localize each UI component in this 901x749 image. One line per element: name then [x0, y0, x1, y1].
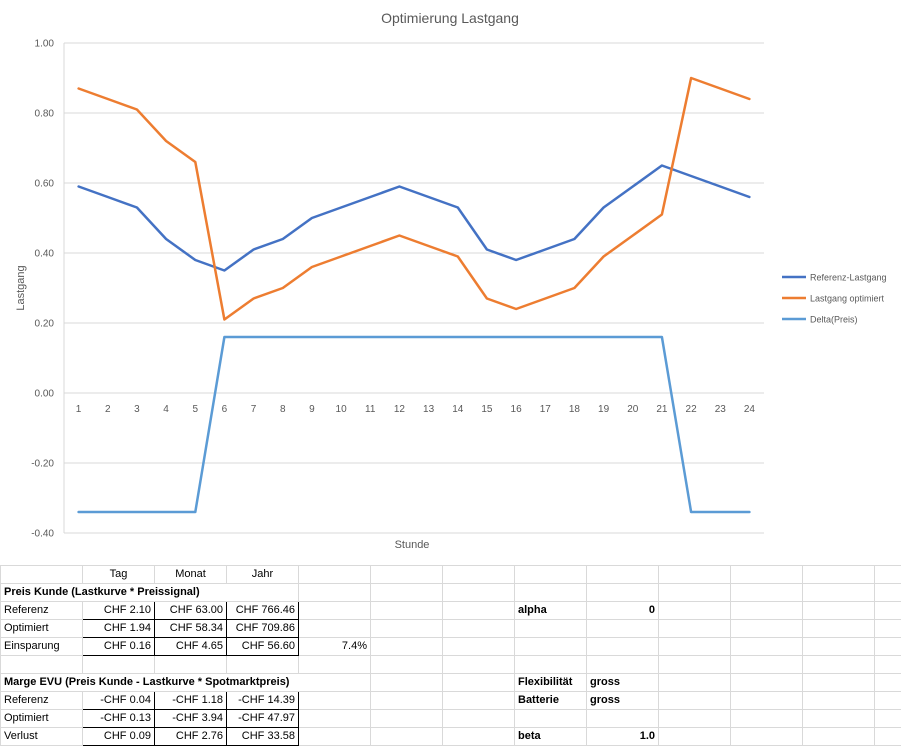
cell-value: CHF 0.16 — [82, 637, 155, 656]
x-tick-label: 17 — [540, 404, 552, 415]
x-tick-label: 20 — [627, 404, 639, 415]
table-row: Optimiert CHF 1.94 CHF 58.34 CHF 709.86 — [0, 619, 901, 638]
series-line — [77, 76, 751, 321]
cell-value: -CHF 0.13 — [82, 709, 155, 728]
row-label: Optimiert — [0, 619, 83, 638]
header-monat: Monat — [154, 565, 227, 584]
beta-label: beta — [514, 727, 587, 746]
flexibilitaet-label: Flexibilität — [514, 673, 587, 692]
savings-percent: 7.4% — [298, 637, 371, 656]
series-lines — [77, 76, 751, 514]
line-chart: Optimierung Lastgang -0.40 -0.20 0.00 0.20 0… — [0, 0, 901, 565]
x-tick-label: 1 — [76, 404, 82, 415]
series-line — [77, 164, 751, 272]
x-tick-label: 16 — [511, 404, 523, 415]
x-tick-label: 22 — [686, 404, 698, 415]
x-tick-label: 14 — [452, 404, 464, 415]
gridlines — [63, 42, 764, 534]
series-line — [77, 335, 751, 514]
x-tick-label: 4 — [163, 404, 169, 415]
cell-value: -CHF 47.97 — [226, 709, 299, 728]
y-axis-ticks: -0.40 -0.20 0.00 0.20 0.40 0.60 0.80 1.00 — [31, 39, 54, 540]
cell-value: CHF 709.86 — [226, 619, 299, 638]
cell-value: CHF 766.46 — [226, 601, 299, 620]
x-tick-label: 5 — [192, 404, 198, 415]
y-tick-label: -0.20 — [31, 459, 54, 470]
cell-value: CHF 4.65 — [154, 637, 227, 656]
x-tick-label: 19 — [598, 404, 610, 415]
cell-value: -CHF 1.18 — [154, 691, 227, 710]
y-tick-label: 1.00 — [35, 39, 55, 50]
x-axis-label: Stunde — [395, 539, 430, 551]
cell-value: CHF 2.10 — [82, 601, 155, 620]
cell-value: CHF 0.09 — [82, 727, 155, 746]
cell-value: -CHF 3.94 — [154, 709, 227, 728]
row-label: Einsparung — [0, 637, 83, 656]
y-tick-label: 0.80 — [35, 109, 55, 120]
row-label: Optimiert — [0, 709, 83, 728]
legend: Referenz-Lastgang Lastgang optimiert Delta… — [782, 273, 887, 325]
cell-value: CHF 58.34 — [154, 619, 227, 638]
legend-entry: Lastgang optimiert — [810, 294, 885, 304]
beta-value: 1.0 — [586, 727, 659, 746]
y-tick-label: 0.60 — [35, 179, 55, 190]
x-axis-ticks: 1 2 3 4 5 6 7 8 9 10 11 12 13 14 15 16 17 18 19 20 21 22 23 24 — [76, 404, 756, 415]
header-jahr: Jahr — [226, 565, 299, 584]
spreadsheet: Tag Monat Jahr Preis Kunde (Lastkurve * … — [0, 565, 901, 746]
marge-evu-title: Marge EVU (Preis Kunde - Lastkurve * Spo… — [0, 673, 289, 692]
cell-value: CHF 1.94 — [82, 619, 155, 638]
x-tick-label: 6 — [222, 404, 228, 415]
alpha-value: 0 — [586, 601, 659, 620]
y-tick-label: 0.00 — [35, 389, 55, 400]
table-row: Verlust CHF 0.09 CHF 2.76 CHF 33.58 beta… — [0, 727, 901, 746]
y-tick-label: 0.40 — [35, 249, 55, 260]
table-row — [0, 655, 901, 674]
alpha-label: alpha — [514, 601, 587, 620]
table-row: Tag Monat Jahr — [0, 565, 901, 584]
x-tick-label: 21 — [656, 404, 668, 415]
x-tick-label: 24 — [744, 404, 756, 415]
x-tick-label: 8 — [280, 404, 286, 415]
cell-value: CHF 63.00 — [154, 601, 227, 620]
legend-entry: Referenz-Lastgang — [810, 273, 887, 283]
legend-entry: Delta(Preis) — [810, 315, 858, 325]
table-row: Marge EVU (Preis Kunde - Lastkurve * Spo… — [0, 673, 901, 692]
row-label: Verlust — [0, 727, 83, 746]
flexibilitaet-value: gross — [586, 673, 659, 692]
batterie-label: Batterie — [514, 691, 587, 710]
batterie-value: gross — [586, 691, 659, 710]
x-tick-label: 9 — [309, 404, 315, 415]
table-row: Referenz CHF 2.10 CHF 63.00 CHF 766.46 a… — [0, 601, 901, 620]
x-tick-label: 15 — [481, 404, 493, 415]
cell-value: -CHF 0.04 — [82, 691, 155, 710]
x-tick-label: 2 — [105, 404, 111, 415]
x-tick-label: 13 — [423, 404, 435, 415]
x-tick-label: 3 — [134, 404, 140, 415]
table-row: Referenz -CHF 0.04 -CHF 1.18 -CHF 14.39 … — [0, 691, 901, 710]
x-tick-label: 10 — [336, 404, 348, 415]
preis-kunde-title: Preis Kunde (Lastkurve * Preissignal) — [0, 583, 200, 602]
cell-value: CHF 33.58 — [226, 727, 299, 746]
table-row: Optimiert -CHF 0.13 -CHF 3.94 -CHF 47.97 — [0, 709, 901, 728]
y-axis-label: Lastgang — [15, 265, 27, 310]
table-row: Preis Kunde (Lastkurve * Preissignal) — [0, 583, 901, 602]
cell-value: CHF 56.60 — [226, 637, 299, 656]
chart-background — [0, 0, 901, 565]
x-tick-label: 12 — [394, 404, 406, 415]
header-tag: Tag — [82, 565, 155, 584]
x-tick-label: 7 — [251, 404, 257, 415]
row-label: Referenz — [0, 601, 83, 620]
cell-value: -CHF 14.39 — [226, 691, 299, 710]
chart-title: Optimierung Lastgang — [381, 10, 519, 26]
x-tick-label: 23 — [715, 404, 727, 415]
row-label: Referenz — [0, 691, 83, 710]
cell-value: CHF 2.76 — [154, 727, 227, 746]
x-tick-label: 18 — [569, 404, 581, 415]
table-row: Einsparung CHF 0.16 CHF 4.65 CHF 56.60 7… — [0, 637, 901, 656]
y-tick-label: 0.20 — [35, 319, 55, 330]
x-tick-label: 11 — [365, 404, 376, 415]
y-tick-label: -0.40 — [31, 529, 54, 540]
